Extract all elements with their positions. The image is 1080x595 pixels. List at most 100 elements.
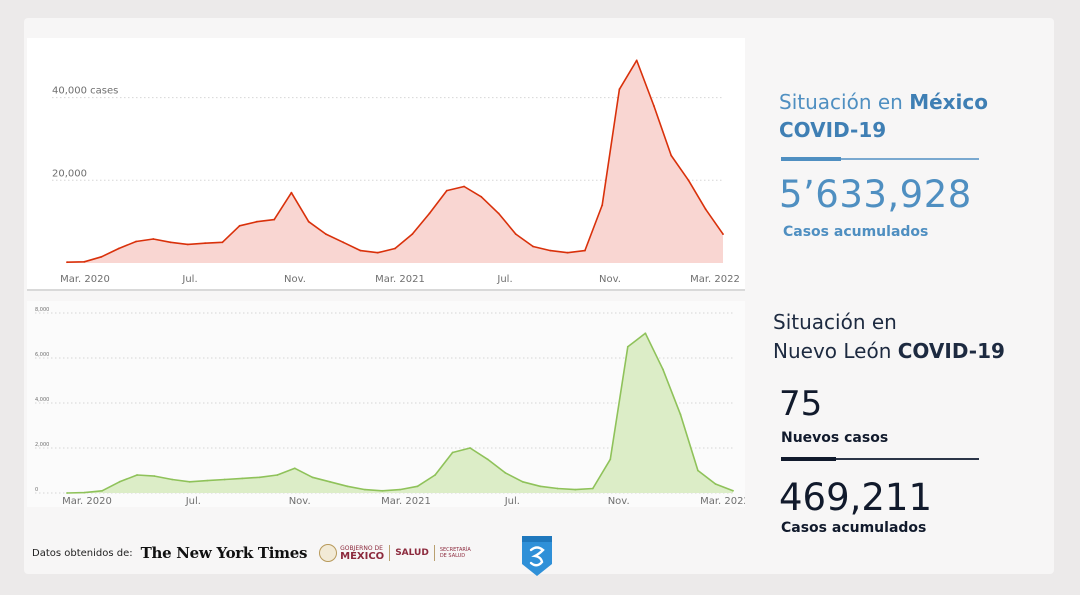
mexico-chart-x-tick-label: Nov. bbox=[599, 274, 621, 285]
shield-badge-icon bbox=[522, 536, 552, 576]
mexico-chart-data-point bbox=[325, 233, 327, 236]
mexico-chart-data-point bbox=[169, 241, 172, 244]
nuevo-leon-chart-data-point bbox=[329, 480, 331, 483]
nuevo-leon-chart-x-tick-label: Jul. bbox=[185, 496, 201, 507]
nuevo-leon-chart-data-point bbox=[346, 485, 349, 488]
mexico-divider bbox=[781, 157, 979, 161]
nuevo-leon-chart-x-tick-label: Mar. 2020 bbox=[62, 496, 112, 507]
nuevo-leon-chart-data-point bbox=[626, 345, 629, 348]
nuevo-leon-chart-data-point bbox=[486, 458, 489, 461]
nuevo-leon-chart-data-point bbox=[293, 467, 296, 470]
nuevo-leon-chart-data-point bbox=[451, 451, 454, 454]
mexico-chart-data-point bbox=[480, 195, 483, 198]
mexico-chart-data-point bbox=[204, 242, 207, 245]
mexico-title-prefix: Situación en bbox=[779, 90, 910, 114]
nuevo-leon-chart-data-point bbox=[171, 478, 174, 481]
nuevo-leon-chart-data-point bbox=[136, 474, 138, 476]
nuevo-leon-chart-data-point bbox=[539, 485, 542, 488]
nuevo-leon-divider bbox=[781, 457, 979, 461]
nuevo-leon-chart-data-point bbox=[574, 488, 577, 491]
nuevo-leon-chart-y-tick-label: 6,000 bbox=[35, 352, 49, 358]
mexico-chart-data-point bbox=[584, 249, 586, 252]
mexico-chart-data-point bbox=[428, 212, 431, 215]
nuevo-leon-chart-data-point bbox=[101, 489, 103, 492]
nuevo-leon-chart-data-point bbox=[364, 488, 366, 491]
mexico-chart-x-tick-label: Mar. 2020 bbox=[60, 274, 110, 285]
nuevo-leon-chart-x-tick-label: Mar. 2022 bbox=[700, 496, 745, 507]
nuevo-leon-chart-data-point bbox=[311, 476, 314, 479]
mexico-chart-data-point bbox=[722, 233, 724, 236]
nuevo-leon-chart-area bbox=[67, 333, 733, 493]
nuevo-leon-chart-x-tick-label: Jul. bbox=[504, 496, 520, 507]
nuevo-leon-chart-data-point bbox=[679, 413, 682, 416]
mexico-chart-data-point bbox=[497, 212, 500, 215]
government-seal-icon bbox=[319, 544, 338, 562]
mexico-chart-area bbox=[67, 60, 723, 264]
nuevo-leon-chart-data-point bbox=[241, 477, 244, 480]
mexico-chart-data-point bbox=[445, 189, 448, 192]
nuevo-leon-new-cases: 75 bbox=[779, 384, 823, 424]
nuevo-leon-title-bold: COVID-19 bbox=[897, 339, 1005, 363]
gobierno-word: MÉXICO bbox=[340, 550, 385, 562]
gobierno-logo: GOBIERNO DE MÉXICO SALUD SECRETARÍA DE S… bbox=[319, 544, 478, 562]
nuevo-leon-chart-data-point bbox=[697, 469, 699, 472]
nuevo-leon-chart-x-tick-label: Nov. bbox=[608, 496, 630, 507]
mexico-chart-data-point bbox=[221, 241, 224, 244]
mexico-chart-data-point bbox=[394, 247, 396, 250]
mexico-chart-data-point bbox=[256, 220, 258, 223]
mexico-chart-data-point bbox=[307, 220, 310, 223]
mexico-title-bold: México bbox=[909, 90, 989, 114]
mexico-chart-data-point bbox=[532, 245, 534, 248]
nuevo-leon-chart-data-point bbox=[153, 475, 156, 477]
nuevo-leon-chart-data-point bbox=[732, 489, 734, 492]
mexico-chart-data-point bbox=[618, 88, 621, 91]
mexico-title-line2: COVID-19 bbox=[779, 118, 887, 142]
nuevo-leon-chart-data-point bbox=[188, 480, 191, 483]
mexico-chart-data-point bbox=[653, 105, 655, 107]
mexico-chart-data-point bbox=[238, 224, 241, 227]
nuevo-leon-chart-data-point bbox=[556, 487, 559, 490]
nuevo-leon-chart-data-point bbox=[276, 474, 279, 476]
mexico-total: 5’633,928 bbox=[779, 173, 972, 216]
mexico-chart-data-point bbox=[549, 249, 552, 252]
nuevo-leon-chart-data-point bbox=[714, 483, 717, 485]
infographic-card: 40,000 cases 20,000 Mar. 2020 Jul. Nov. Mar. … bbox=[24, 18, 1054, 574]
nuevo-leon-chart-data-point bbox=[469, 447, 471, 449]
nuevo-leon-chart-y-tick-label: 4,000 bbox=[35, 397, 49, 403]
salud-small-text: SECRETARÍA DE SALUD bbox=[439, 547, 471, 559]
nyt-logo: The New York Times bbox=[140, 544, 308, 562]
nuevo-leon-chart-data-point bbox=[206, 479, 209, 482]
nuevo-leon-total-label: Casos acumulados bbox=[781, 520, 927, 536]
nuevo-leon-chart-data-point bbox=[416, 485, 419, 488]
nuevo-leon-total: 469,211 bbox=[779, 476, 933, 519]
mexico-chart-data-point bbox=[704, 208, 707, 211]
mexico-chart-data-point bbox=[376, 251, 379, 254]
mexico-total-label: Casos acumulados bbox=[783, 224, 929, 240]
mexico-chart-data-point bbox=[463, 185, 465, 188]
mexico-chart-data-point bbox=[514, 233, 517, 236]
salud-logo: SALUD bbox=[395, 548, 429, 558]
nuevo-leon-chart-data-point bbox=[381, 489, 384, 492]
nuevo-leon-chart-data-point bbox=[504, 471, 507, 474]
mexico-chart-data-point bbox=[411, 233, 414, 236]
mexico-chart-data-point bbox=[83, 260, 86, 263]
sources-footer: Datos obtenidos de: The New York Times G… bbox=[32, 540, 478, 566]
mexico-chart-data-point bbox=[566, 251, 569, 254]
nuevo-leon-title-prefix: Nuevo León bbox=[773, 339, 898, 363]
nuevo-leon-chart-data-point bbox=[609, 458, 612, 461]
source-label: Datos obtenidos de: bbox=[32, 547, 133, 559]
mexico-chart-x-tick-label: Nov. bbox=[284, 274, 306, 285]
nuevo-leon-chart-data-point bbox=[66, 492, 68, 494]
mexico-chart-data-point bbox=[687, 179, 690, 182]
nuevo-leon-title-line1: Situación en bbox=[773, 310, 897, 334]
mexico-chart-data-point bbox=[273, 218, 276, 221]
nuevo-leon-chart-data-point bbox=[662, 368, 664, 371]
mexico-chart-data-point bbox=[117, 247, 120, 250]
nuevo-leon-chart-panel: 8,000 6,000 4,000 2,000 0 Mar. 2020 Jul. Nov. Ma… bbox=[27, 301, 745, 507]
mexico-chart-data-point bbox=[152, 238, 155, 240]
nuevo-leon-chart-data-point bbox=[521, 480, 524, 483]
mexico-chart-y-tick-label: 20,000 bbox=[52, 168, 87, 179]
mexico-chart-data-point bbox=[635, 59, 638, 62]
nuevo-leon-chart-y-tick-label: 0 bbox=[35, 487, 38, 493]
nuevo-leon-chart-y-tick-label: 8,000 bbox=[35, 307, 49, 313]
